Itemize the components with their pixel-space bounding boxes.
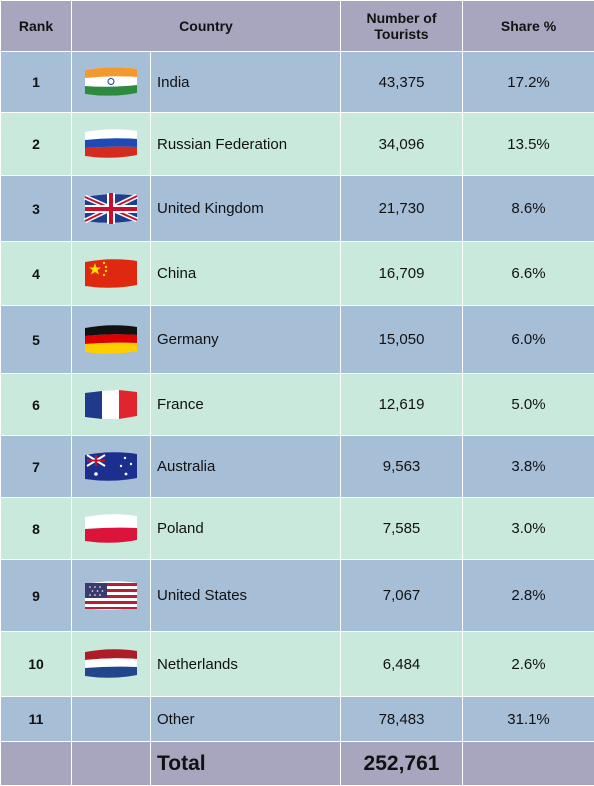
table-row: 3 United Kingdom 21,730 8.6% (1, 176, 594, 242)
flag-cell (72, 374, 151, 436)
share-header: Share % (463, 1, 594, 52)
share-cell: 17.2% (463, 52, 594, 113)
tourists-header: Number of Tourists (341, 1, 463, 52)
country-header: Country (72, 1, 341, 52)
rank-cell: 10 (1, 632, 72, 697)
table-row: 9 United States 7,067 2.8% (1, 560, 594, 632)
flag-cell (72, 560, 151, 632)
flag-cell (72, 697, 151, 742)
tourists-cell: 43,375 (341, 52, 463, 113)
table-row: 2 Russian Federation 34,096 13.5% (1, 113, 594, 176)
tourists-cell: 7,067 (341, 560, 463, 632)
tourists-cell: 15,050 (341, 306, 463, 374)
rank-cell: 9 (1, 560, 72, 632)
poland-flag-icon (80, 509, 142, 549)
country-cell: Germany (151, 306, 341, 374)
share-cell: 31.1% (463, 697, 594, 742)
rank-cell: 11 (1, 697, 72, 742)
rank-cell: 8 (1, 498, 72, 560)
rank-cell: 1 (1, 52, 72, 113)
tourists-cell: 9,563 (341, 436, 463, 498)
table-row: 5 Germany 15,050 6.0% (1, 306, 594, 374)
flag-cell (72, 632, 151, 697)
total-flag-cell (72, 742, 151, 786)
tourists-cell: 12,619 (341, 374, 463, 436)
china-flag-icon (80, 254, 142, 294)
table-row: 7 Australia 9,563 3.8% (1, 436, 594, 498)
share-cell: 3.0% (463, 498, 594, 560)
russia-flag-icon (80, 124, 142, 164)
india-flag-icon (80, 62, 142, 102)
flag-cell (72, 436, 151, 498)
total-row: Total 252,761 (1, 742, 594, 786)
tourists-cell: 16,709 (341, 242, 463, 306)
uk-flag-icon (80, 189, 142, 229)
australia-flag-icon (80, 447, 142, 487)
share-cell: 6.0% (463, 306, 594, 374)
tourists-cell: 34,096 (341, 113, 463, 176)
country-cell: Russian Federation (151, 113, 341, 176)
rank-header: Rank (1, 1, 72, 52)
france-flag-icon (80, 385, 142, 425)
tourists-cell: 7,585 (341, 498, 463, 560)
table-row: 8 Poland 7,585 3.0% (1, 498, 594, 560)
table-row: 1 India 43,375 17.2% (1, 52, 594, 113)
total-label: Total (151, 742, 341, 786)
rank-cell: 5 (1, 306, 72, 374)
usa-flag-icon (80, 576, 142, 616)
flag-cell (72, 498, 151, 560)
tourists-header-line1: Number of (367, 10, 437, 26)
rank-cell: 2 (1, 113, 72, 176)
country-cell: United Kingdom (151, 176, 341, 242)
share-cell: 8.6% (463, 176, 594, 242)
country-cell: France (151, 374, 341, 436)
table-row: 11 Other 78,483 31.1% (1, 697, 594, 742)
share-cell: 13.5% (463, 113, 594, 176)
flag-cell (72, 176, 151, 242)
table-row: 10 Netherlands 6,484 2.6% (1, 632, 594, 697)
country-cell: Australia (151, 436, 341, 498)
flag-cell (72, 306, 151, 374)
share-cell: 2.6% (463, 632, 594, 697)
flag-cell (72, 242, 151, 306)
table-row: 4 China 16,709 6.6% (1, 242, 594, 306)
table-row: 6 France 12,619 5.0% (1, 374, 594, 436)
country-cell: Netherlands (151, 632, 341, 697)
rank-cell: 7 (1, 436, 72, 498)
rank-cell: 4 (1, 242, 72, 306)
country-cell: Other (151, 697, 341, 742)
total-share-cell (463, 742, 594, 786)
flag-cell (72, 52, 151, 113)
country-cell: Poland (151, 498, 341, 560)
header-row: Rank Country Number of Tourists Share % (1, 1, 594, 52)
share-cell: 5.0% (463, 374, 594, 436)
total-rank-cell (1, 742, 72, 786)
tourists-cell: 21,730 (341, 176, 463, 242)
flag-cell (72, 113, 151, 176)
germany-flag-icon (80, 320, 142, 360)
total-value: 252,761 (341, 742, 463, 786)
rank-cell: 3 (1, 176, 72, 242)
share-cell: 2.8% (463, 560, 594, 632)
country-cell: India (151, 52, 341, 113)
country-cell: United States (151, 560, 341, 632)
share-cell: 6.6% (463, 242, 594, 306)
share-cell: 3.8% (463, 436, 594, 498)
rank-cell: 6 (1, 374, 72, 436)
country-cell: China (151, 242, 341, 306)
tourists-cell: 78,483 (341, 697, 463, 742)
netherlands-flag-icon (80, 644, 142, 684)
tourists-cell: 6,484 (341, 632, 463, 697)
tourists-header-line2: Tourists (374, 26, 428, 42)
